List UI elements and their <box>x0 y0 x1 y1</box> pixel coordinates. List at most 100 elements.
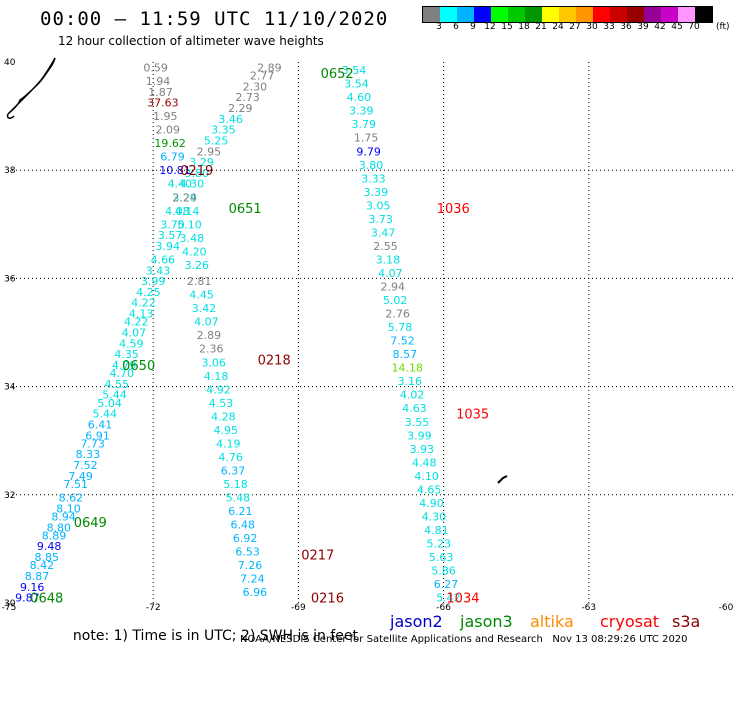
swh-value: 4.79 <box>112 359 137 372</box>
swh-value: 3.46 <box>218 113 243 126</box>
swh-value: 9.16 <box>20 581 45 594</box>
swh-value: 6.91 <box>85 429 110 442</box>
swh-value: 5.18 <box>223 478 248 491</box>
time-label: 1035 <box>456 408 489 423</box>
swh-value: 4.07 <box>122 327 147 340</box>
swh-value: 3.99 <box>141 275 166 288</box>
swh-value: 9.87 <box>15 592 40 605</box>
swh-value: 7.49 <box>68 470 93 483</box>
swh-value: 4.19 <box>216 437 241 450</box>
swh-value: 4.13 <box>129 308 154 321</box>
swh-value: 14.18 <box>392 362 424 375</box>
colorbar-cell <box>610 7 627 22</box>
swh-value: 4.92 <box>206 383 231 396</box>
swh-value: 4.81 <box>424 524 449 537</box>
swh-value: 3.42 <box>192 302 217 315</box>
swh-value: 3.55 <box>405 416 430 429</box>
time-label: 0649 <box>74 516 107 531</box>
colorbar-cell <box>508 7 525 22</box>
swh-value: 8.42 <box>30 559 55 572</box>
x-tick-label: -75 <box>2 603 17 613</box>
note-text: note: 1) Time is in UTC; 2) SWH is in fe… <box>72 628 358 644</box>
colorbar-cell <box>627 7 644 22</box>
swh-value: 7.51 <box>64 478 89 491</box>
swh-value: 7.52 <box>73 459 98 472</box>
swh-value: 3.33 <box>361 172 386 185</box>
colorbar-cell <box>593 7 610 22</box>
swh-value: 1.95 <box>153 110 178 123</box>
swh-value: 4.30 <box>180 178 205 191</box>
time-label: 1034 <box>446 592 479 607</box>
colorbar-label: 21 <box>535 22 547 32</box>
colorbar-cell <box>457 7 474 22</box>
swh-value: 2.95 <box>197 145 222 158</box>
y-tick-label: 40 <box>4 58 16 68</box>
swh-value: 4.25 <box>136 286 161 299</box>
colorbar-label: 6 <box>453 22 459 32</box>
island-shape <box>497 475 508 484</box>
swh-value: 4.66 <box>151 253 176 266</box>
time-label: 1036 <box>437 202 470 217</box>
swh-value: 4.45 <box>189 289 214 302</box>
swh-value: 1.87 <box>148 86 173 99</box>
swh-value: 4.95 <box>214 424 239 437</box>
swh-value: 4.63 <box>402 402 427 415</box>
colorbar-label: 36 <box>620 22 632 32</box>
swh-value: 5.44 <box>102 389 127 402</box>
swh-value: 8.94 <box>51 510 76 523</box>
swh-value: 5.78 <box>388 321 413 334</box>
colorbar-label: 18 <box>518 22 530 32</box>
x-tick-label: -60 <box>719 603 734 613</box>
swh-value: 8.89 <box>42 529 67 542</box>
swh-value: 2.76 <box>385 308 410 321</box>
colorbar-label: 27 <box>569 22 581 32</box>
swh-value: 19.62 <box>154 137 186 150</box>
colorbar-label: 70 <box>688 22 700 32</box>
swh-value: 3.93 <box>410 443 435 456</box>
swh-value: 4.22 <box>131 297 156 310</box>
colorbar-cell <box>474 7 491 22</box>
swh-value: 5.23 <box>427 537 452 550</box>
swh-value: 7.26 <box>238 559 263 572</box>
swh-value: 8.85 <box>34 551 59 564</box>
swh-value: 5.63 <box>429 551 454 564</box>
swh-value: 3.57 <box>158 229 183 242</box>
axis-tick-labels: -75 -72 -69 -66 -63 -60 30 32 34 36 38 40 <box>2 58 734 613</box>
swh-value: 3.70 <box>160 218 185 231</box>
swh-value: 6.48 <box>230 519 255 532</box>
swh-value: 8.80 <box>47 521 72 534</box>
time-labels: 0652 0219 0651 1036 0650 0218 1035 0649 0217 0648… <box>30 67 489 607</box>
swh-value: 4.30 <box>422 510 447 523</box>
swh-value: 2.89 <box>197 329 222 342</box>
colorbar-cell <box>678 7 695 22</box>
colorbar-labels: 3 6 9 12 15 18 21 24 27 30 33 36 39 42 45 70 <box>422 22 740 34</box>
swh-value: 3.39 <box>349 105 374 118</box>
swh-value: 4.65 <box>417 483 442 496</box>
coastline-shape <box>7 57 56 115</box>
legend-note: note: 1) Time is in UTC; 2) SWH is in fe… <box>64 612 700 724</box>
swh-value: 0.59 <box>143 61 168 74</box>
swh-value: 4.90 <box>419 497 444 510</box>
swh-value: 5.25 <box>204 134 229 147</box>
colorbar-label: 45 <box>671 22 683 32</box>
swh-value: 2.36 <box>199 343 224 356</box>
swh-value: 8.87 <box>25 570 50 583</box>
swh-value: 4.20 <box>182 245 207 258</box>
swh-value: 37.63 <box>147 97 179 110</box>
swh-value: 3.54 <box>342 64 367 77</box>
swh-value: 7.24 <box>240 573 265 586</box>
colorbar-cell <box>661 7 678 22</box>
swh-value: 9.79 <box>356 145 381 158</box>
swh-value: 8.62 <box>59 492 84 505</box>
x-tick-label: -72 <box>146 603 161 613</box>
colorbar-unit: (ft) <box>716 22 730 32</box>
swh-value: 3.47 <box>371 226 396 239</box>
time-label: 0650 <box>122 359 155 374</box>
coastline-hook <box>6 113 15 119</box>
swh-value: 3.18 <box>376 253 401 266</box>
swh-value: 2.30 <box>243 80 268 93</box>
swh-value: 3.05 <box>366 199 391 212</box>
colorbar-label: 12 <box>484 22 496 32</box>
swh-value: 5.10 <box>177 218 202 231</box>
